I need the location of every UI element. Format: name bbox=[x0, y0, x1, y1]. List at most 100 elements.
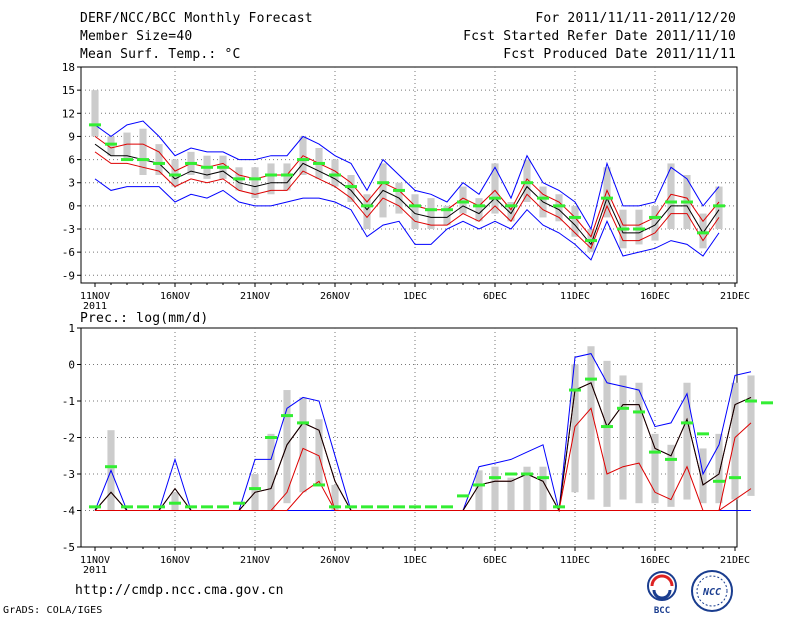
prec-range-bar bbox=[299, 397, 307, 493]
temp-y-tick-label: 15 bbox=[62, 84, 75, 97]
agency-logos: BCC NCC bbox=[647, 570, 733, 616]
temp-y-tick-label: -6 bbox=[62, 246, 75, 259]
prec-range-bar bbox=[651, 433, 659, 504]
temp-range-bar bbox=[267, 163, 275, 195]
prec-y-tick-label: -4 bbox=[62, 505, 76, 518]
prec-y-tick-label: 0 bbox=[68, 359, 75, 372]
prec-range-bar bbox=[507, 477, 515, 511]
prec-x-tick-label: 11NOV bbox=[80, 555, 110, 566]
temp-range-bar bbox=[411, 194, 419, 229]
temp-range-bar bbox=[427, 198, 435, 229]
temp-y-tick-label: -3 bbox=[62, 223, 75, 236]
temp-x-tick-label: 2011 bbox=[83, 301, 107, 312]
temp-range-bar bbox=[571, 205, 579, 237]
prec-range-bar bbox=[171, 492, 179, 511]
prec-y-tick-label: 1 bbox=[68, 322, 75, 335]
prec-range-bar bbox=[603, 360, 611, 507]
temp-series-min bbox=[94, 178, 720, 261]
temp-y-tick-label: 9 bbox=[68, 130, 75, 143]
temp-y-tick-label: 12 bbox=[62, 107, 75, 120]
bcc-logo: BCC bbox=[647, 571, 677, 616]
prec-x-tick-label: 16NOV bbox=[160, 555, 190, 566]
ncc-logo-text: NCC bbox=[702, 587, 721, 598]
temp-range-bar bbox=[635, 209, 643, 245]
prec-range-bar bbox=[283, 390, 291, 504]
temp-series-mean bbox=[94, 143, 720, 246]
temp-range-bar bbox=[651, 205, 659, 241]
temp-x-tick-label: 1DEC bbox=[403, 291, 427, 302]
prec-range-bar bbox=[683, 382, 691, 500]
temp-range-bar bbox=[107, 136, 115, 156]
header-produced-date: Fcst Produced Date 2011/11/11 bbox=[503, 47, 736, 62]
temp-y-tick-label: 3 bbox=[68, 177, 75, 190]
prec-y-tick-label: -2 bbox=[62, 432, 75, 445]
prec-range-bar bbox=[267, 433, 275, 511]
temp-x-tick-label: 16NOV bbox=[160, 291, 190, 302]
temp-x-tick-label: 21NOV bbox=[240, 291, 270, 302]
temp-range-bar bbox=[491, 163, 499, 214]
prec-range-bar bbox=[331, 484, 339, 511]
precip-title: Prec.: log(mm/d) bbox=[80, 311, 209, 326]
temp-x-tick-label: 6DEC bbox=[483, 291, 507, 302]
temp-y-tick-label: 0 bbox=[68, 200, 75, 213]
temp-y-tick-label: 6 bbox=[68, 154, 75, 167]
temp-x-tick-label: 26NOV bbox=[320, 291, 350, 302]
temp-range-bar bbox=[699, 213, 707, 249]
temp-range-bar bbox=[171, 159, 179, 187]
temp-range-bar bbox=[555, 194, 563, 222]
prec-range-bar bbox=[315, 419, 323, 485]
prec-range-bar bbox=[523, 466, 531, 511]
temp-y-tick-label: -9 bbox=[62, 269, 75, 282]
grads-credit: GrADS: COLA/IGES bbox=[3, 605, 103, 616]
temp-range-bar bbox=[443, 205, 451, 226]
temp-range-bar bbox=[475, 198, 483, 222]
temp-x-tick-label: 11DEC bbox=[560, 291, 590, 302]
header-variable: Mean Surf. Temp.: °C bbox=[80, 47, 241, 62]
prec-range-bar bbox=[587, 346, 595, 500]
prec-x-tick-label: 6DEC bbox=[483, 555, 507, 566]
prec-range-bar bbox=[619, 375, 627, 500]
temp-range-bar bbox=[347, 175, 355, 202]
header-period: For 2011/11/11-2011/12/20 bbox=[535, 11, 736, 26]
temp-series-upper bbox=[94, 135, 720, 238]
bcc-logo-text: BCC bbox=[654, 606, 670, 616]
temp-frame bbox=[80, 66, 738, 284]
prec-range-bar bbox=[699, 448, 707, 504]
prec-range-bar bbox=[475, 470, 483, 511]
header-member-size: Member Size=40 bbox=[80, 29, 193, 44]
ncc-logo: NCC bbox=[691, 570, 733, 612]
prec-range-bar bbox=[491, 466, 499, 511]
temp-range-bar bbox=[331, 159, 339, 187]
prec-range-bar bbox=[667, 444, 675, 507]
temp-range-bar bbox=[139, 128, 147, 175]
prec-y-tick-label: -3 bbox=[62, 468, 75, 481]
prec-y-tick-label: -1 bbox=[62, 395, 75, 408]
prec-x-tick-label: 16DEC bbox=[640, 555, 670, 566]
prec-x-tick-label: 26NOV bbox=[320, 555, 350, 566]
temp-series-lower bbox=[94, 151, 720, 250]
temp-series-max bbox=[94, 120, 720, 231]
temp-x-tick-label: 21DEC bbox=[720, 291, 750, 302]
temp-range-bar bbox=[123, 132, 131, 160]
prec-x-tick-label: 21DEC bbox=[720, 555, 750, 566]
temp-range-bar bbox=[603, 167, 611, 218]
temp-x-tick-label: 16DEC bbox=[640, 291, 670, 302]
prec-range-bar bbox=[635, 382, 643, 504]
temp-range-bar bbox=[363, 194, 371, 229]
footer-url[interactable]: http://cmdp.ncc.cma.gov.cn bbox=[75, 583, 284, 598]
temp-y-tick-label: 18 bbox=[62, 61, 75, 74]
temp-x-tick-label: 11NOV bbox=[80, 291, 110, 302]
prec-x-tick-label: 11DEC bbox=[560, 555, 590, 566]
prec-x-tick-label: 21NOV bbox=[240, 555, 270, 566]
temp-range-bar bbox=[283, 163, 291, 191]
temp-range-bar bbox=[155, 144, 163, 175]
temp-range-bar bbox=[507, 202, 515, 222]
prec-x-tick-label: 1DEC bbox=[403, 555, 427, 566]
header-start-date: Fcst Started Refer Date 2011/11/10 bbox=[463, 29, 736, 44]
prec-range-bar bbox=[539, 466, 547, 511]
header-title: DERF/NCC/BCC Monthly Forecast bbox=[80, 11, 313, 26]
temp-range-bar bbox=[91, 90, 99, 137]
